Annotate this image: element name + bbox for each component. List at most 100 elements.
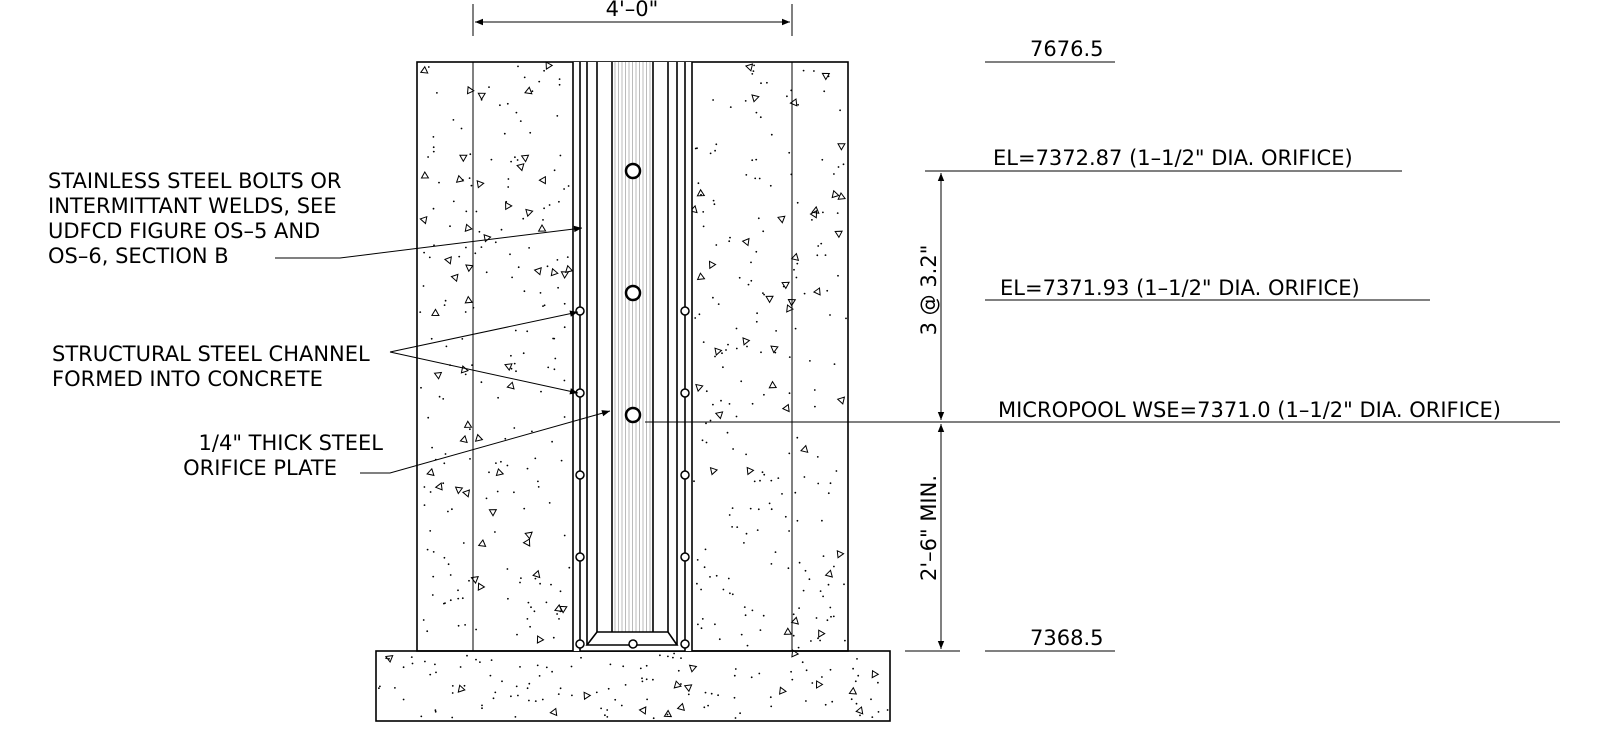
sand-dot xyxy=(747,283,750,286)
sand-dot xyxy=(856,658,858,660)
aggregate xyxy=(560,271,570,280)
aggregate xyxy=(696,188,706,197)
aggregate xyxy=(811,205,820,214)
sand-dot xyxy=(507,186,510,188)
sand-dot xyxy=(805,700,807,702)
sand-dot xyxy=(501,680,503,683)
aggregate xyxy=(455,174,465,183)
aggregate xyxy=(831,189,840,199)
sand-dot xyxy=(729,592,731,595)
sand-dot xyxy=(796,519,799,522)
sand-dot xyxy=(793,268,795,271)
aggregate xyxy=(550,267,559,277)
sand-dot xyxy=(556,259,559,261)
sand-dot xyxy=(833,363,836,365)
sand-dot xyxy=(822,555,825,557)
sand-dot xyxy=(443,462,446,465)
aggregate xyxy=(781,403,790,413)
sand-dot xyxy=(510,367,513,370)
sand-dot xyxy=(449,225,451,228)
aggregate xyxy=(532,569,541,579)
sand-dot xyxy=(533,610,536,613)
sand-dot xyxy=(624,684,627,686)
aggregate xyxy=(537,224,547,232)
sand-dot xyxy=(705,422,707,425)
sand-dot xyxy=(700,627,703,630)
aggregate xyxy=(420,171,430,179)
sand-dot xyxy=(553,169,556,172)
sand-dot xyxy=(568,566,571,569)
sand-dot xyxy=(824,254,827,256)
sand-dot xyxy=(490,158,493,161)
aggregate xyxy=(384,654,394,663)
sand-dot xyxy=(758,672,761,675)
sand-dot xyxy=(543,207,545,210)
sand-dot xyxy=(469,458,471,460)
sand-dot xyxy=(513,362,516,365)
aggregate xyxy=(821,72,831,81)
callout-text: ORIFICE PLATE xyxy=(183,456,337,480)
sand-dot xyxy=(509,253,511,256)
dimension-label: 4'–0" xyxy=(606,0,659,21)
aggregate xyxy=(708,260,717,270)
aggregate xyxy=(583,691,592,701)
sand-dot xyxy=(769,696,772,699)
sand-dot xyxy=(721,352,723,355)
aggregate xyxy=(836,396,846,405)
sand-dot xyxy=(696,582,698,585)
sand-dot xyxy=(529,625,531,628)
sand-dot xyxy=(470,184,473,187)
elevation-label: 7368.5 xyxy=(1030,626,1103,650)
sand-dot xyxy=(443,602,445,605)
sand-dot xyxy=(750,279,753,282)
sand-dot xyxy=(759,479,761,482)
sand-dot xyxy=(558,618,560,620)
orifice-plate xyxy=(614,62,651,632)
sand-dot xyxy=(430,337,433,340)
sand-dot xyxy=(700,588,702,591)
sand-dot xyxy=(726,431,729,434)
bolt xyxy=(680,639,690,649)
sand-dot xyxy=(529,131,532,134)
sand-dot xyxy=(515,685,518,688)
sand-dot xyxy=(510,695,512,698)
elevation-lines xyxy=(645,61,1560,652)
sand-dot xyxy=(444,453,447,455)
sand-dot xyxy=(531,90,534,93)
sand-dot xyxy=(528,682,531,685)
sand-dot xyxy=(702,341,705,343)
sand-dot xyxy=(819,590,822,592)
sand-dot xyxy=(787,567,790,570)
aggregate xyxy=(459,154,468,163)
sand-dot xyxy=(702,211,705,213)
sand-dot xyxy=(558,78,561,80)
aggregate xyxy=(695,383,704,393)
aggregate xyxy=(751,94,760,103)
sand-dot xyxy=(465,246,467,249)
sand-dot xyxy=(506,568,509,570)
sand-dot xyxy=(731,593,734,596)
sand-dot xyxy=(641,677,643,680)
sand-dot xyxy=(804,569,807,572)
sand-dot xyxy=(824,703,827,706)
sand-dot xyxy=(701,618,704,620)
sand-dot xyxy=(811,682,814,684)
aggregate xyxy=(742,337,751,346)
sand-dot xyxy=(548,204,551,206)
sand-dot xyxy=(715,574,718,577)
sand-dot xyxy=(829,482,832,485)
sand-dot xyxy=(468,579,470,582)
sand-dot xyxy=(546,265,549,268)
sand-dot xyxy=(519,120,522,122)
sand-dot xyxy=(419,311,422,313)
sand-dot xyxy=(794,327,797,330)
sand-dot xyxy=(571,694,573,697)
aggregate xyxy=(505,201,513,211)
sand-dot xyxy=(745,532,748,535)
elevation-label: MICROPOOL WSE=7371.0 (1–1/2" DIA. ORIFIC… xyxy=(998,398,1501,422)
aggregate xyxy=(454,486,464,495)
callout-text: FORMED INTO CONCRETE xyxy=(52,367,323,391)
sand-dot xyxy=(451,685,454,687)
sand-dot xyxy=(639,667,642,670)
sand-dot xyxy=(556,115,559,117)
